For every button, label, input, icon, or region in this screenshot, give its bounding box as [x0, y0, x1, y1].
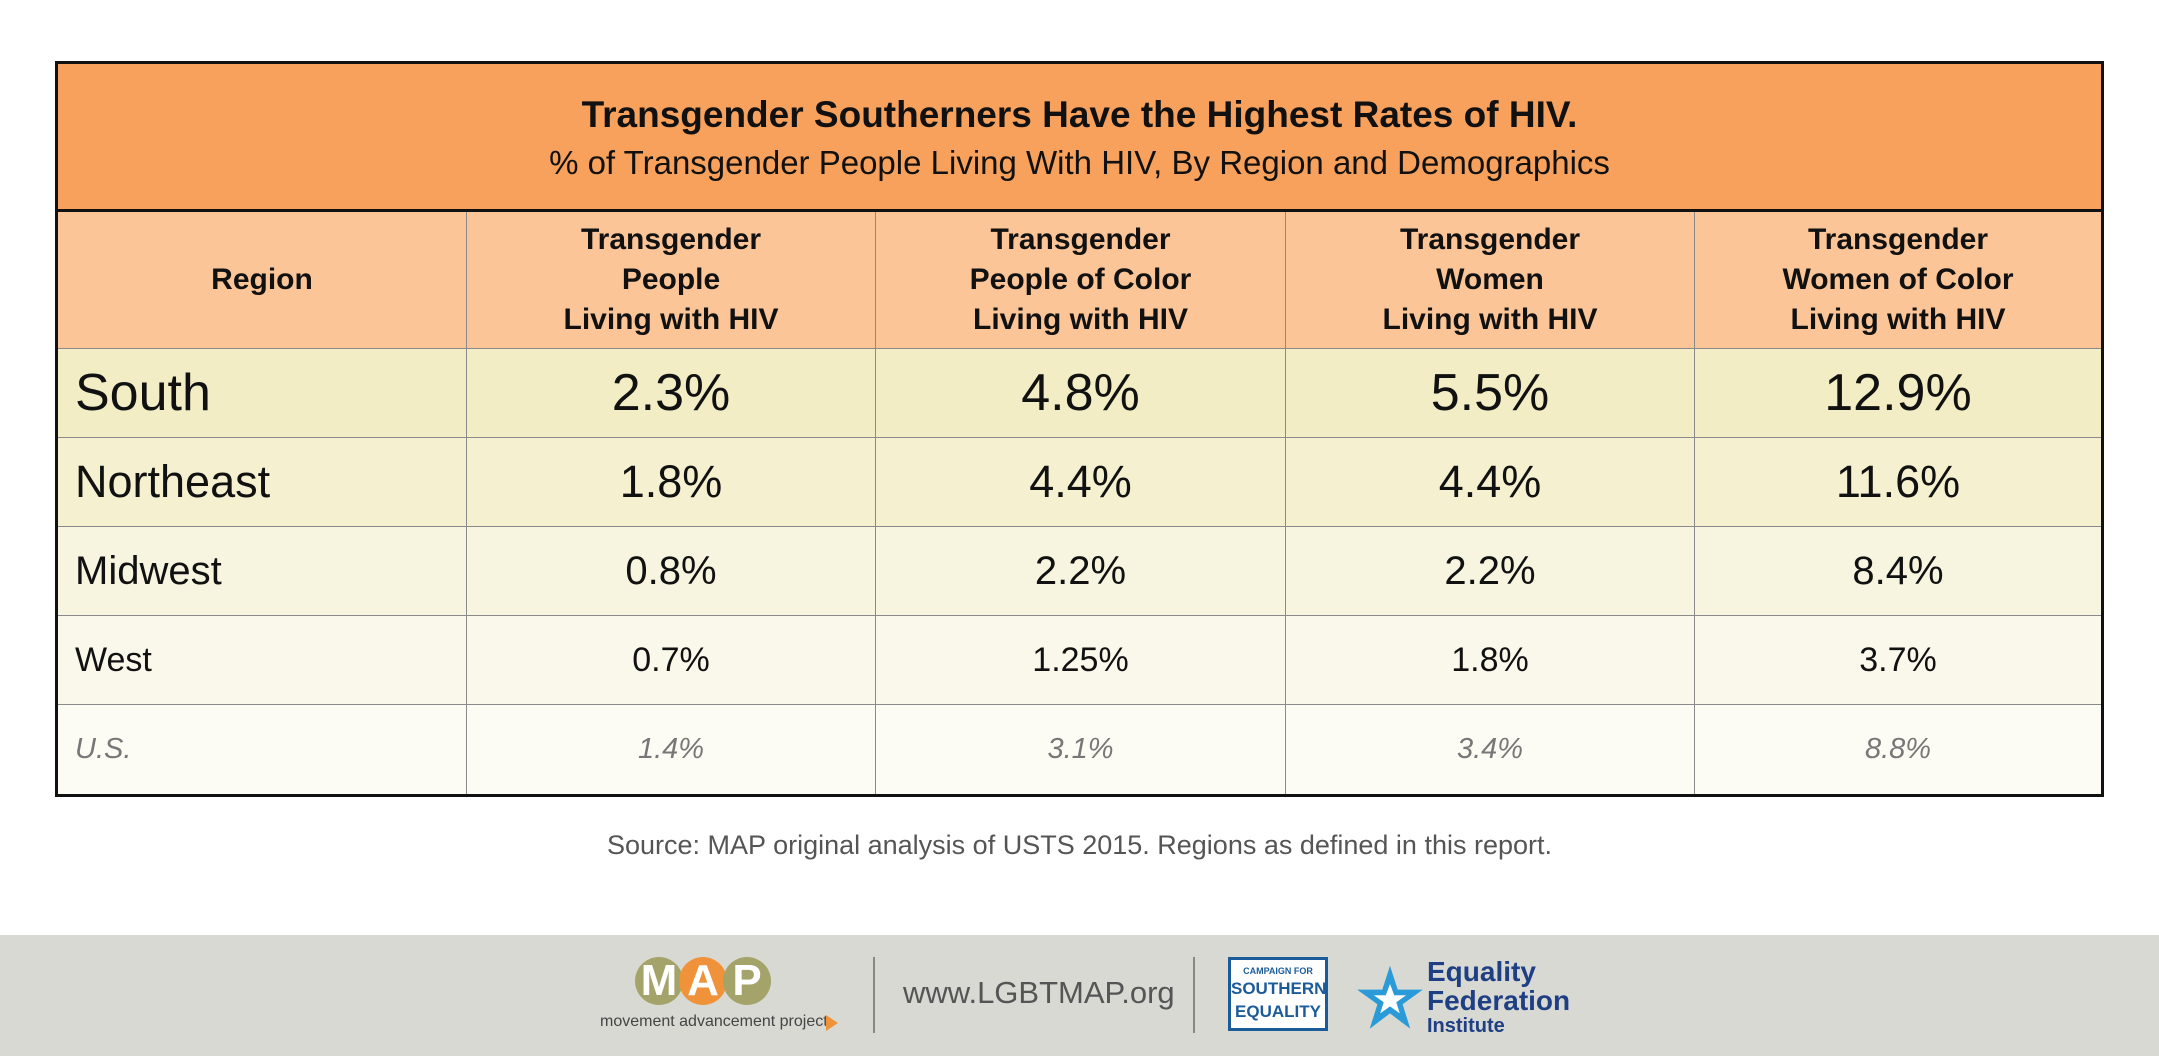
- footer-divider-1: [873, 957, 875, 1033]
- table-cell: 1.8%: [1286, 616, 1695, 705]
- table-subtitle: % of Transgender People Living With HIV,…: [549, 144, 1610, 181]
- table-title: Transgender Southerners Have the Highest…: [581, 94, 1578, 135]
- hiv-rates-table: Transgender Southerners Have the Highest…: [55, 61, 2104, 797]
- table-cell: 4.4%: [1286, 438, 1695, 527]
- table-cell: 4.4%: [876, 438, 1286, 527]
- source-note: Source: MAP original analysis of USTS 20…: [607, 830, 1552, 860]
- footer-band: M A P movement advancement project www.L…: [0, 935, 2159, 1056]
- row-label: U.S.: [58, 705, 467, 794]
- table-cell: 1.8%: [467, 438, 876, 527]
- table-cell: 11.6%: [1695, 438, 2101, 527]
- campaign-line1: CAMPAIGN FOR: [1243, 966, 1313, 976]
- equality-federation-text: Equality Federation Institute: [1427, 957, 1570, 1037]
- table-cell: 2.2%: [1286, 527, 1695, 616]
- table-cell: 0.8%: [467, 527, 876, 616]
- header-column-4: Transgender Women of Color Living with H…: [1695, 212, 2101, 349]
- table-cell: 3.7%: [1695, 616, 2101, 705]
- map-letter-p: P: [723, 957, 771, 1005]
- table-cell: 12.9%: [1695, 349, 2101, 438]
- equality-line3: Institute: [1427, 1015, 1505, 1037]
- website-link[interactable]: www.LGBTMAP.org: [903, 975, 1175, 1010]
- header-region: Region: [58, 212, 467, 349]
- table-cell: 2.2%: [876, 527, 1286, 616]
- equality-federation-logo: Equality Federation Institute: [1355, 957, 1595, 1037]
- table-cell: 5.5%: [1286, 349, 1695, 438]
- table-cell: 4.8%: [876, 349, 1286, 438]
- title-band: Transgender Southerners Have the Highest…: [58, 64, 2101, 212]
- table-cell: 0.7%: [467, 616, 876, 705]
- table-cell: 8.8%: [1695, 705, 2101, 794]
- play-triangle-icon: [826, 1015, 838, 1031]
- campaign-line2: SOUTHERN: [1231, 979, 1327, 998]
- row-label: Northeast: [58, 438, 467, 527]
- map-logo: M A P movement advancement project: [600, 957, 840, 1035]
- header-column-3: Transgender Women Living with HIV: [1286, 212, 1695, 349]
- row-label: Midwest: [58, 527, 467, 616]
- equality-line1: Equality: [1427, 956, 1536, 987]
- table-cell: 1.4%: [467, 705, 876, 794]
- table-cell: 3.1%: [876, 705, 1286, 794]
- map-letter-a: A: [679, 957, 727, 1005]
- campaign-line3: EQUALITY: [1235, 1002, 1321, 1021]
- table-cell: 2.3%: [467, 349, 876, 438]
- row-label: South: [58, 349, 467, 438]
- header-column-1: Transgender People Living with HIV: [467, 212, 876, 349]
- equality-line2: Federation: [1427, 985, 1571, 1016]
- header-column-2: Transgender People of Color Living with …: [876, 212, 1286, 349]
- table-cell: 1.25%: [876, 616, 1286, 705]
- table-cell: 3.4%: [1286, 705, 1695, 794]
- table-grid: Region Transgender People Living with HIV…: [58, 212, 2101, 794]
- footer-divider-2: [1193, 957, 1195, 1033]
- map-letter-m: M: [635, 957, 683, 1005]
- table-cell: 8.4%: [1695, 527, 2101, 616]
- star-icon: [1357, 965, 1423, 1029]
- campaign-southern-equality-logo: CAMPAIGN FOR SOUTHERN EQUALITY: [1228, 957, 1328, 1031]
- row-label: West: [58, 616, 467, 705]
- map-tagline: movement advancement project: [600, 1013, 828, 1030]
- map-logo-letters: M A P: [635, 957, 771, 1009]
